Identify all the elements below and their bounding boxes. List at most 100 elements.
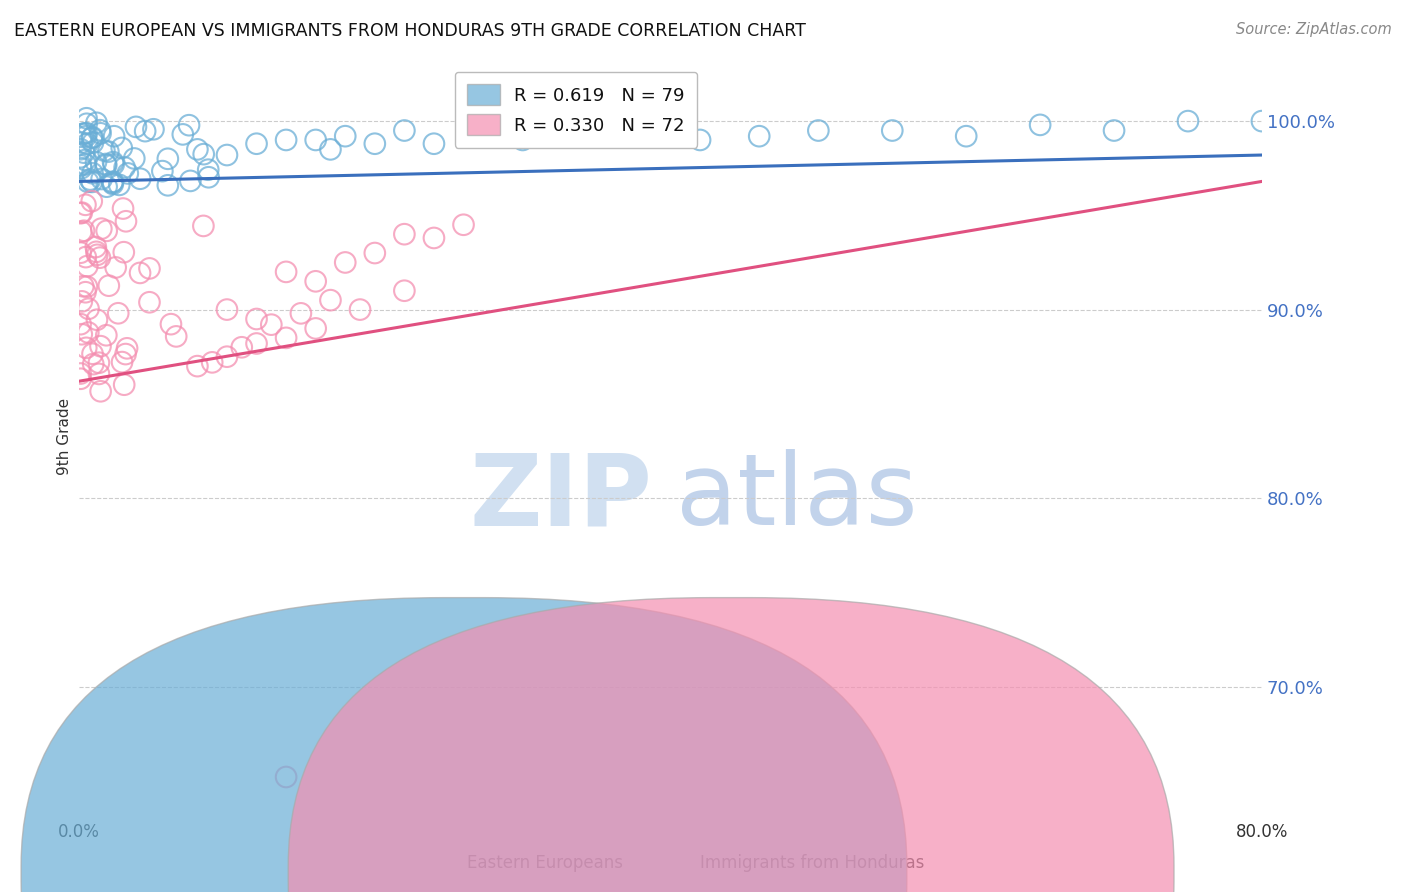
Point (156, 152, 179, 166)
Point (335, 129, 357, 144)
Point (172, 128, 194, 142)
Point (89, 339, 111, 353)
Text: atlas: atlas (676, 450, 918, 547)
Point (80, 194, 103, 209)
Point (124, 152, 146, 166)
Point (955, 129, 977, 144)
Point (90, 126, 112, 140)
Point (156, 178, 179, 193)
Point (423, 231, 446, 245)
Point (96, 179, 118, 194)
Point (112, 245, 135, 260)
Point (215, 302, 238, 317)
Point (75, 153, 97, 167)
Point (186, 359, 208, 373)
Point (394, 284, 416, 298)
Point (129, 266, 152, 280)
Point (1251, 114, 1274, 128)
Point (882, 123, 904, 137)
Point (76, 259, 98, 273)
Point (104, 260, 127, 275)
Point (111, 355, 134, 369)
Point (86, 244, 108, 259)
Point (335, 255, 357, 269)
Point (319, 142, 342, 156)
Point (77, 301, 100, 316)
Point (97, 278, 120, 293)
Point (70, 205, 93, 219)
Point (96, 158, 118, 172)
Point (179, 174, 201, 188)
Point (75, 157, 97, 171)
Point (150, 164, 173, 178)
Point (101, 175, 124, 189)
Point (84, 240, 107, 254)
Point (319, 293, 342, 307)
Point (93, 144, 115, 158)
Point (231, 340, 253, 354)
Point (87, 367, 110, 381)
Point (125, 120, 148, 134)
Point (112, 377, 135, 392)
Point (274, 770, 297, 784)
Point (1102, 123, 1125, 137)
Point (101, 177, 124, 191)
Point (349, 302, 371, 317)
Text: Eastern Europeans: Eastern Europeans (446, 855, 623, 872)
Point (129, 171, 152, 186)
Point (70, 158, 93, 172)
Point (193, 219, 215, 233)
Point (103, 129, 125, 144)
Point (86, 248, 108, 262)
Point (70, 294, 93, 309)
Point (75, 198, 97, 212)
Point (305, 274, 328, 288)
Point (70, 161, 93, 176)
Point (305, 321, 328, 335)
Point (77, 175, 100, 189)
Point (138, 261, 160, 276)
Point (453, 218, 475, 232)
Point (101, 155, 124, 169)
Point (165, 329, 187, 343)
Point (80, 130, 103, 145)
Point (76, 136, 98, 151)
Point (193, 147, 215, 161)
Point (79, 172, 101, 186)
Point (76, 117, 98, 131)
Point (75, 129, 97, 144)
Point (96, 328, 118, 343)
Point (96, 224, 118, 238)
Point (73, 224, 96, 238)
Point (260, 318, 283, 332)
Point (82, 166, 104, 180)
Point (111, 141, 134, 155)
Point (94, 157, 117, 171)
Point (215, 350, 238, 364)
Point (89, 251, 111, 265)
Point (75, 285, 97, 300)
Point (70, 136, 93, 150)
Point (72, 127, 94, 141)
Point (87, 356, 110, 370)
Text: Immigrants from Honduras: Immigrants from Honduras (679, 855, 924, 872)
Point (423, 136, 446, 151)
Point (86, 312, 108, 326)
Point (73, 145, 96, 160)
Point (274, 265, 297, 279)
Point (177, 118, 200, 132)
Point (82, 136, 104, 150)
Point (290, 306, 312, 320)
Point (97, 145, 120, 159)
Point (101, 176, 124, 190)
Point (103, 157, 125, 171)
Point (70, 225, 93, 239)
Point (76, 112, 98, 126)
Point (69, 372, 91, 386)
Point (245, 312, 267, 326)
Point (245, 336, 267, 351)
Point (115, 341, 138, 355)
Point (69, 142, 91, 156)
Point (114, 161, 136, 175)
Point (70, 327, 93, 342)
